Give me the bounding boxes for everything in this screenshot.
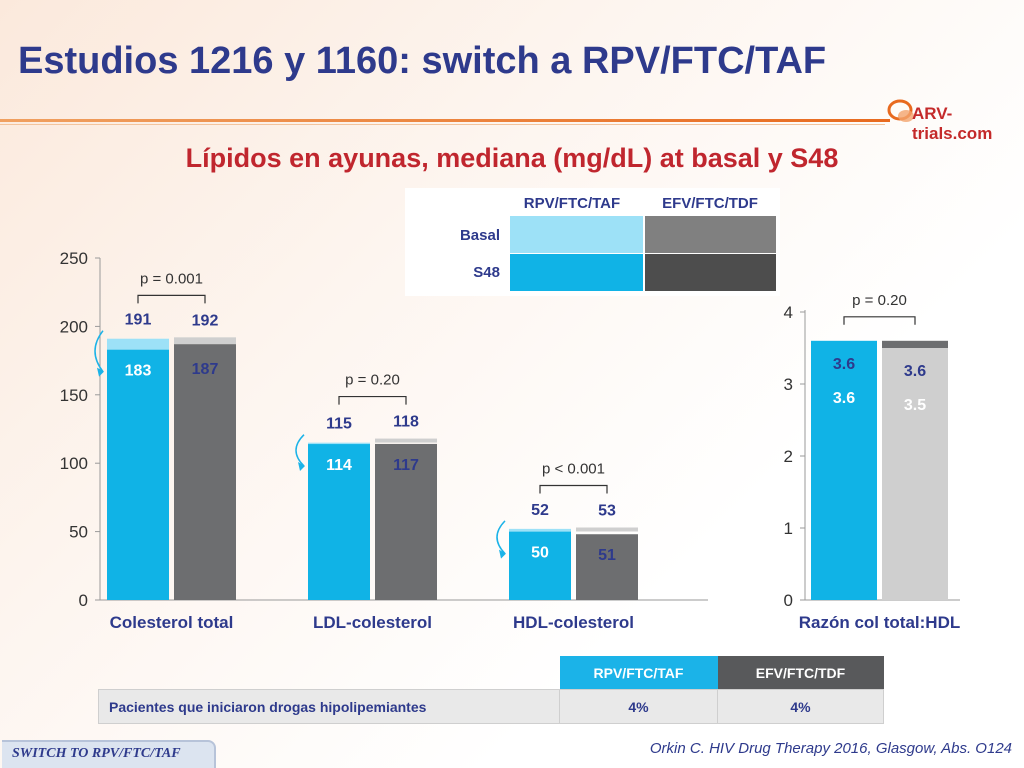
table-row-label: Pacientes que iniciaron drogas hipolipem… xyxy=(98,689,560,724)
bar-efv-basal xyxy=(174,344,236,600)
y-tick-label: 0 xyxy=(784,591,793,610)
lipid-lowering-table: RPV/FTC/TAF EFV/FTC/TDF Pacientes que in… xyxy=(98,656,884,724)
table-header-rpv: RPV/FTC/TAF xyxy=(559,656,718,690)
category-label: HDL-colesterol xyxy=(513,613,634,632)
y-tick-label: 4 xyxy=(784,303,793,322)
bar-efv-basal xyxy=(882,348,948,600)
arrow-head-icon xyxy=(298,462,305,472)
bar-efv-s48 xyxy=(375,438,437,443)
footer-tag: SWITCH TO RPV/FTC/TAF xyxy=(2,740,216,768)
bar-rpv-basal xyxy=(308,444,370,600)
bar-efv-basal xyxy=(375,443,437,600)
bar-efv-s48 xyxy=(576,527,638,532)
label-rpv-s48: 3.6 xyxy=(833,356,855,373)
bar-efv-s48 xyxy=(882,340,948,348)
change-arrow-icon xyxy=(496,520,506,555)
logo-icon xyxy=(887,99,914,122)
legend-row-s48: S48 xyxy=(473,264,500,281)
bar-rpv-basal xyxy=(107,349,169,600)
label-efv-basal: 117 xyxy=(393,457,419,474)
label-efv-basal: 3.5 xyxy=(904,397,926,414)
y-tick-label: 50 xyxy=(69,523,88,542)
y-tick-label: 100 xyxy=(60,454,88,473)
label-efv-s48: 118 xyxy=(393,414,419,431)
bar-rpv-s48 xyxy=(308,442,370,445)
citation: Orkin C. HIV Drug Therapy 2016, Glasgow,… xyxy=(649,740,1012,757)
legend-swatch-efv-s48 xyxy=(645,254,776,291)
page-title: Estudios 1216 y 1160: switch a RPV/FTC/T… xyxy=(18,40,827,82)
bar-rpv-s48 xyxy=(509,528,571,532)
pvalue-bracket xyxy=(539,484,608,494)
y-tick-label: 200 xyxy=(60,317,88,336)
pvalue-label: p = 0.001 xyxy=(140,270,203,287)
chart-subtitle: Lípidos en ayunas, mediana (mg/dL) at ba… xyxy=(185,143,839,173)
logo-text: ARV-trials.com xyxy=(912,104,993,143)
footer-tag-text: SWITCH TO RPV/FTC/TAF xyxy=(12,746,181,761)
bar-efv-s48 xyxy=(174,337,236,345)
change-arrow-icon xyxy=(295,434,305,467)
label-rpv-basal: 114 xyxy=(326,457,352,474)
legend-col-efv: EFV/FTC/TDF xyxy=(662,195,758,212)
y-tick-label: 3 xyxy=(784,375,793,394)
label-efv-basal: 187 xyxy=(192,361,219,378)
pvalue-bracket xyxy=(843,316,916,325)
y-tick-label: 250 xyxy=(60,249,88,268)
y-tick-label: 0 xyxy=(79,591,88,610)
pvalue-label: p < 0.001 xyxy=(542,460,605,477)
bar-efv-basal xyxy=(576,534,638,600)
category-label: Colesterol total xyxy=(110,613,234,632)
arrow-head-icon xyxy=(499,549,506,559)
category-label: Razón col total:HDL xyxy=(799,613,961,632)
label-rpv-basal: 183 xyxy=(125,363,152,380)
pvalue-label: p = 0.20 xyxy=(345,372,400,389)
bar-rpv-basal xyxy=(811,340,877,600)
legend-swatch-rpv-basal xyxy=(510,216,643,253)
legend-col-rpv: RPV/FTC/TAF xyxy=(524,195,620,212)
label-rpv-s48: 191 xyxy=(125,312,152,329)
label-efv-s48: 3.6 xyxy=(904,363,926,380)
arrow-head-icon xyxy=(97,367,104,377)
label-efv-s48: 192 xyxy=(192,312,219,329)
y-tick-label: 1 xyxy=(784,519,793,538)
category-label: LDL-colesterol xyxy=(313,613,432,632)
title-underline-thin xyxy=(0,124,885,125)
label-rpv-basal: 50 xyxy=(531,545,549,562)
pvalue-bracket xyxy=(338,395,407,405)
change-arrow-icon xyxy=(94,330,104,373)
legend-swatch-rpv-s48 xyxy=(510,254,643,291)
legend-row-basal: Basal xyxy=(460,227,500,244)
y-tick-label: 2 xyxy=(784,447,793,466)
label-rpv-s48: 115 xyxy=(326,416,352,433)
bar-rpv-s48 xyxy=(107,338,169,350)
legend-swatch-efv-basal xyxy=(645,216,776,253)
table-cell-efv: 4% xyxy=(717,689,884,724)
label-efv-basal: 51 xyxy=(598,547,616,564)
label-rpv-basal: 3.6 xyxy=(833,390,855,407)
y-tick-label: 150 xyxy=(60,386,88,405)
bar-rpv-basal xyxy=(509,531,571,600)
label-rpv-s48: 52 xyxy=(531,502,549,519)
pvalue-label: p = 0.20 xyxy=(852,292,907,309)
pvalue-bracket xyxy=(137,294,206,304)
table-header-efv: EFV/FTC/TDF xyxy=(717,656,884,690)
title-underline xyxy=(0,119,890,122)
table-cell-rpv: 4% xyxy=(559,689,718,724)
label-efv-s48: 53 xyxy=(598,502,616,519)
